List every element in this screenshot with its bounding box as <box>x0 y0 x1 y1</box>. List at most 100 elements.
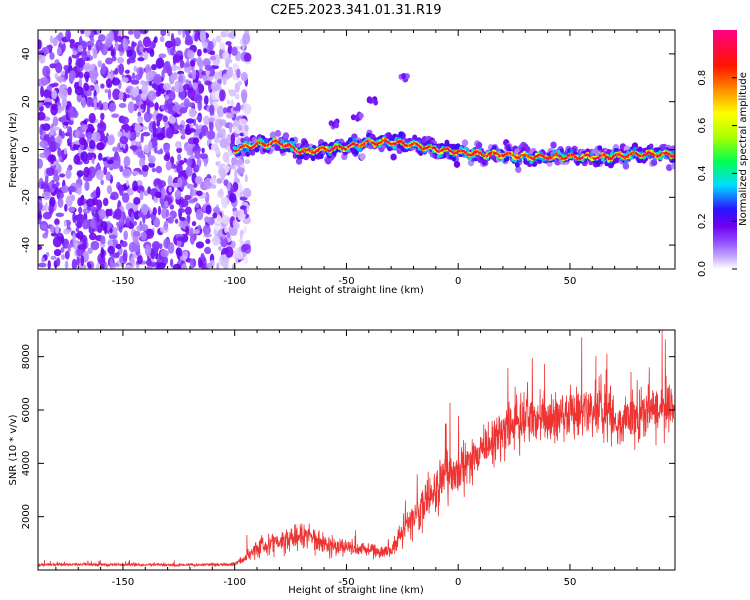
noise-blob <box>203 95 209 106</box>
noise-blob <box>243 103 252 115</box>
noise-blob <box>186 158 193 167</box>
noise-blob <box>148 155 156 164</box>
noise-blob <box>50 255 57 260</box>
noise-blob <box>86 198 96 208</box>
x-tick-label: 50 <box>564 276 577 287</box>
noise-blob <box>187 87 196 100</box>
noise-blob <box>84 181 90 192</box>
noise-blob <box>143 51 149 61</box>
noise-blob <box>49 134 55 144</box>
noise-blob <box>152 207 157 216</box>
noise-blob <box>81 218 90 230</box>
spectrogram-axes: -150 -100 -50 0 50 -40 -20 0 20 40 <box>21 29 676 287</box>
spectrogram-panel <box>38 30 675 269</box>
noise-blob <box>153 217 161 228</box>
noise-blob <box>191 189 198 196</box>
colorbar-tick-label: 0.4 <box>697 165 708 181</box>
signal-blob <box>387 145 392 152</box>
noise-blob <box>63 221 67 227</box>
noise-blob <box>222 151 230 163</box>
noise-blob <box>55 181 60 187</box>
noise-blob <box>207 129 216 140</box>
signal-blob <box>281 138 285 144</box>
noise-blob <box>118 102 127 109</box>
noise-blob <box>51 89 57 100</box>
signal-blob <box>514 162 520 168</box>
noise-blob <box>221 214 229 225</box>
noise-blob <box>163 200 169 208</box>
noise-blob <box>40 224 48 230</box>
noise-blob <box>153 36 158 44</box>
noise-blob <box>78 137 87 146</box>
noise-blob <box>140 231 147 241</box>
noise-blob <box>160 187 166 200</box>
noise-blob <box>139 68 143 78</box>
noise-blob <box>156 132 165 141</box>
noise-blob <box>38 262 47 268</box>
noise-blob <box>228 164 235 170</box>
noise-blob <box>201 70 207 76</box>
noise-blob <box>232 62 239 71</box>
signal-blob <box>231 157 238 166</box>
noise-blob <box>111 113 120 118</box>
noise-blob <box>124 264 133 269</box>
signal-blob <box>340 145 343 149</box>
noise-blob <box>85 96 93 106</box>
noise-blob <box>192 82 198 90</box>
signal-blob <box>358 148 363 153</box>
noise-blob <box>226 217 231 222</box>
y-tick-label: 4000 <box>21 451 32 476</box>
noise-blob <box>83 166 90 178</box>
noise-blob <box>76 213 85 225</box>
noise-blob <box>190 59 196 67</box>
noise-blob <box>122 37 127 50</box>
noise-blob <box>139 30 149 35</box>
noise-blob <box>99 121 107 133</box>
noise-blob <box>68 70 76 81</box>
noise-blob <box>42 65 51 78</box>
noise-blob <box>177 153 182 162</box>
noise-blob <box>209 104 215 115</box>
signal-blob <box>353 149 359 156</box>
signal-blob <box>671 162 675 170</box>
noise-blob <box>77 197 83 207</box>
noise-blob <box>65 30 72 41</box>
noise-blob <box>194 150 201 159</box>
signal-blob <box>650 149 654 153</box>
noise-blob <box>143 111 152 123</box>
noise-blob <box>52 82 59 87</box>
signal-blob <box>455 143 461 149</box>
signal-blob <box>482 153 485 156</box>
noise-blob <box>110 69 114 81</box>
noise-blob <box>88 166 96 179</box>
noise-blob <box>230 133 236 145</box>
y-tick-label: 8000 <box>21 344 32 369</box>
noise-blob <box>194 228 200 235</box>
noise-blob <box>234 169 238 180</box>
noise-blob <box>131 40 135 52</box>
noise-blob <box>49 35 54 44</box>
noise-blob <box>65 169 72 180</box>
signal-blob <box>347 137 353 143</box>
noise-blob <box>109 227 113 234</box>
noise-blob <box>232 263 237 269</box>
noise-blob <box>44 201 48 213</box>
noise-blob <box>222 254 227 263</box>
noise-blob <box>145 228 155 239</box>
noise-blob <box>193 164 200 173</box>
signal-blob <box>618 150 622 154</box>
noise-blob <box>56 76 65 82</box>
noise-blob <box>111 77 120 86</box>
noise-blob <box>121 116 130 125</box>
x-tick-label: -100 <box>223 276 246 287</box>
signal-blob <box>633 146 637 151</box>
noise-blob <box>136 145 143 150</box>
noise-blob <box>180 263 188 269</box>
noise-blob <box>185 79 190 86</box>
noise-blob <box>131 72 136 81</box>
ghost-blob <box>404 73 410 80</box>
noise-blob <box>41 257 46 263</box>
x-tick-label: 50 <box>564 577 577 588</box>
noise-blob <box>111 160 121 170</box>
ghost-blob <box>358 112 364 119</box>
